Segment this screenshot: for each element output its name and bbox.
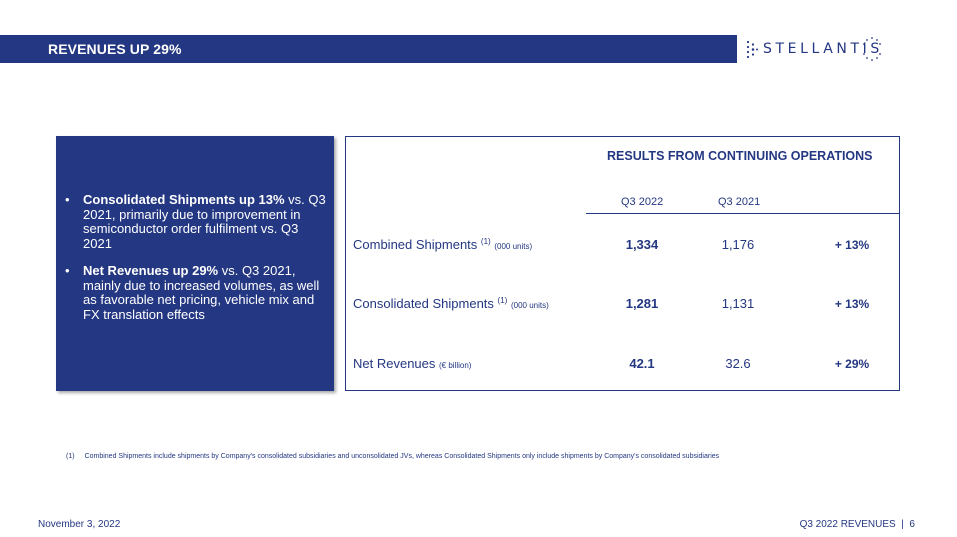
row-label-combined-shipments: Combined Shipments (1) (000 units) [353, 237, 532, 252]
col-head-q3-2022: Q3 2022 [621, 196, 664, 208]
cell-combined-change: + 13% [834, 238, 870, 252]
highlights-list: Consolidated Shipments up 13% vs. Q3 202… [64, 192, 326, 335]
row-unit: (000 units) [510, 301, 549, 310]
footer-date: November 3, 2022 [38, 519, 121, 530]
bullet-revenues-bold: Net Revenues up 29% [83, 263, 219, 278]
row-footnote-ref: (1) [480, 237, 491, 246]
stellantis-logo: STELLANTIS [737, 35, 957, 63]
row-label-net-revenues: Net Revenues (€ billion) [353, 356, 471, 371]
header-bar: REVENUES UP 29% STELLANTIS [0, 35, 957, 63]
cell-consolidated-q3-2021: 1,131 [721, 296, 755, 311]
footnote-number: (1) [66, 453, 75, 460]
table-title: RESULTS FROM CONTINUING OPERATIONS [607, 149, 873, 163]
results-table: RESULTS FROM CONTINUING OPERATIONS Q3 20… [345, 136, 900, 391]
slide-title: REVENUES UP 29% [48, 41, 182, 57]
cell-revenues-q3-2022: 42.1 [629, 356, 655, 371]
bullet-shipments-text: vs. Q3 2021, primarily due to improvemen… [83, 192, 326, 251]
col-head-q3-2021: Q3 2021 [718, 196, 761, 208]
row-label-text: Consolidated Shipments [353, 296, 494, 311]
cell-consolidated-q3-2022: 1,281 [625, 296, 659, 311]
cell-revenues-change: + 29% [834, 357, 870, 371]
footnote: (1) Combined Shipments include shipments … [66, 453, 719, 460]
logo-arc-dots-icon [863, 37, 881, 61]
bullet-revenues-text: vs. Q3 2021, mainly due to increased vol… [83, 263, 320, 322]
footer-page-info: Q3 2022 REVENUES | 6 [799, 519, 915, 530]
row-label-text: Net Revenues [353, 356, 436, 371]
row-label-consolidated-shipments: Consolidated Shipments (1) (000 units) [353, 296, 549, 311]
bullet-shipments: Consolidated Shipments up 13% vs. Q3 202… [64, 192, 326, 251]
logo-dots-icon [746, 40, 758, 59]
logo-wordmark: STELLANTIS [763, 41, 883, 57]
cell-revenues-q3-2021: 32.6 [725, 356, 751, 371]
highlights-panel: Consolidated Shipments up 13% vs. Q3 202… [56, 136, 334, 391]
row-footnote-ref: (1) [497, 296, 508, 305]
row-unit: (000 units) [494, 242, 533, 251]
bullet-shipments-bold: Consolidated Shipments up 13% [83, 192, 285, 207]
cell-combined-q3-2022: 1,334 [625, 237, 659, 252]
header-divider [586, 213, 900, 214]
cell-consolidated-change: + 13% [834, 297, 870, 311]
footnote-text: Combined Shipments include shipments by … [84, 453, 720, 460]
cell-combined-q3-2021: 1,176 [721, 237, 755, 252]
bullet-revenues: Net Revenues up 29% vs. Q3 2021, mainly … [64, 263, 326, 322]
row-unit: (€ billion) [439, 361, 472, 370]
row-label-text: Combined Shipments [353, 237, 478, 252]
